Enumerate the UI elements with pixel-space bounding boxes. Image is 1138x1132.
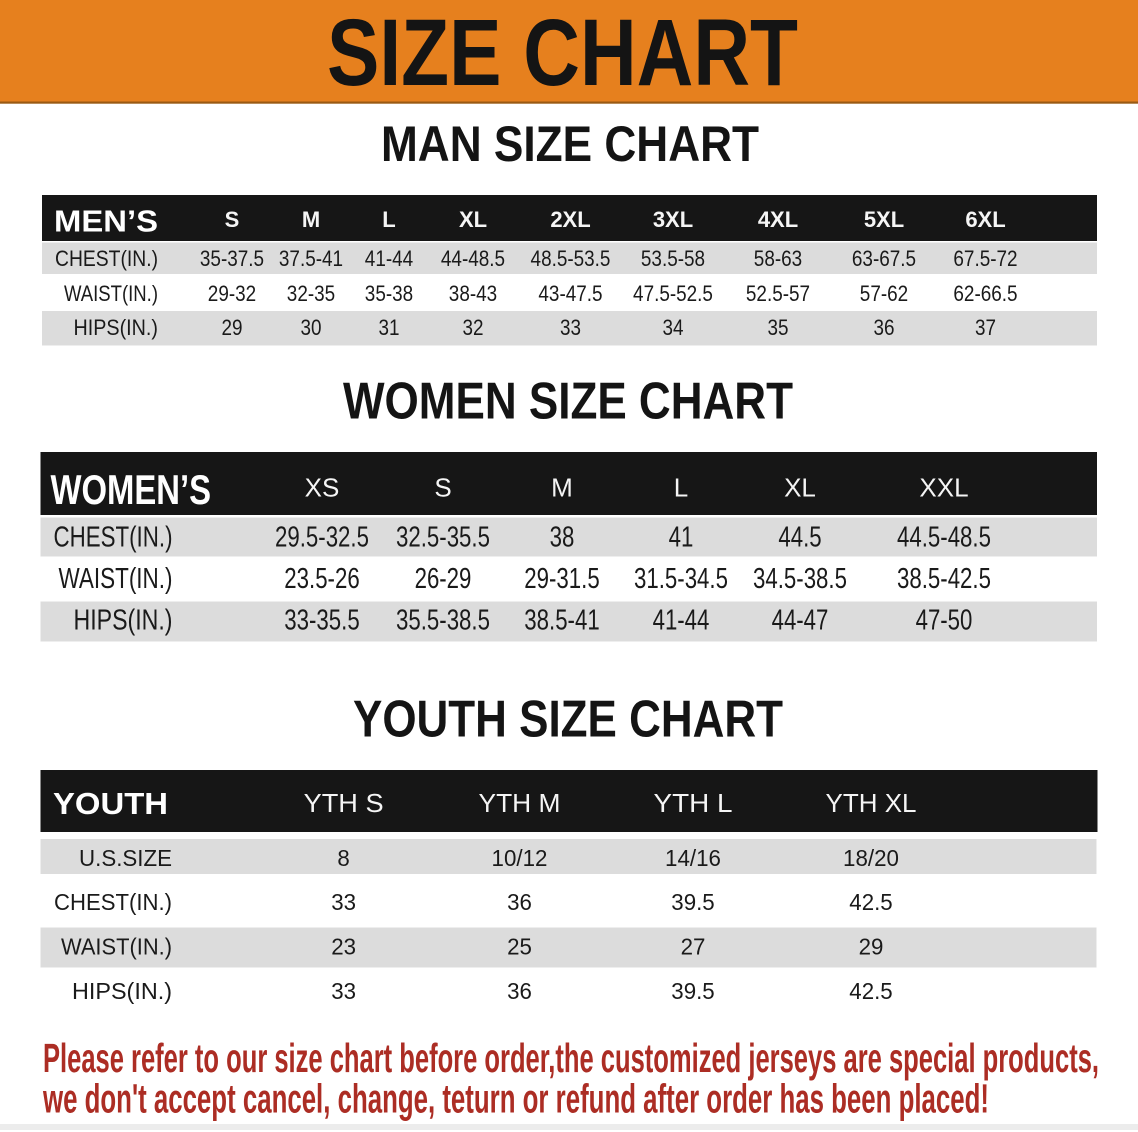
- svg-text:33-35.5: 33-35.5: [284, 605, 359, 637]
- svg-text:WAIST(IN.): WAIST(IN.): [61, 934, 172, 960]
- svg-text:YTH S: YTH S: [304, 788, 384, 818]
- svg-text:SIZE CHART: SIZE CHART: [327, 0, 798, 106]
- svg-text:S: S: [434, 473, 451, 503]
- svg-text:62-66.5: 62-66.5: [953, 281, 1017, 306]
- svg-text:39.5: 39.5: [671, 978, 714, 1004]
- svg-text:39.5: 39.5: [671, 889, 714, 915]
- svg-text:29-31.5: 29-31.5: [524, 563, 599, 595]
- svg-text:3XL: 3XL: [653, 207, 693, 232]
- svg-text:44.5: 44.5: [778, 522, 821, 554]
- svg-text:35-37.5: 35-37.5: [200, 246, 264, 271]
- svg-text:MEN’S: MEN’S: [54, 204, 158, 239]
- svg-text:XS: XS: [305, 473, 340, 503]
- svg-text:29: 29: [859, 934, 884, 960]
- svg-text:32: 32: [463, 315, 484, 340]
- svg-text:L: L: [382, 207, 395, 232]
- svg-text:U.S.SIZE: U.S.SIZE: [79, 845, 172, 871]
- svg-text:53.5-58: 53.5-58: [641, 246, 705, 271]
- svg-text:HIPS(IN.): HIPS(IN.): [74, 605, 173, 637]
- svg-text:CHEST(IN.): CHEST(IN.): [55, 246, 158, 271]
- svg-text:35.5-38.5: 35.5-38.5: [396, 605, 490, 637]
- svg-text:10/12: 10/12: [492, 845, 548, 871]
- svg-text:44-48.5: 44-48.5: [441, 246, 505, 271]
- svg-text:63-67.5: 63-67.5: [852, 246, 916, 271]
- svg-text:WAIST(IN.): WAIST(IN.): [64, 281, 158, 306]
- svg-text:42.5: 42.5: [849, 889, 892, 915]
- svg-text:33: 33: [331, 889, 356, 915]
- svg-text:14/16: 14/16: [665, 845, 721, 871]
- svg-text:4XL: 4XL: [758, 207, 798, 232]
- svg-text:2XL: 2XL: [550, 207, 590, 232]
- svg-text:CHEST(IN.): CHEST(IN.): [54, 522, 173, 554]
- svg-text:32-35: 32-35: [287, 281, 335, 306]
- svg-text:38-43: 38-43: [449, 281, 497, 306]
- svg-text:35-38: 35-38: [365, 281, 413, 306]
- svg-text:41-44: 41-44: [365, 246, 413, 271]
- svg-text:YTH L: YTH L: [654, 788, 733, 818]
- svg-text:26-29: 26-29: [415, 563, 472, 595]
- svg-text:XL: XL: [784, 473, 816, 503]
- svg-text:5XL: 5XL: [864, 207, 904, 232]
- svg-text:48.5-53.5: 48.5-53.5: [531, 246, 611, 271]
- svg-text:37: 37: [975, 315, 996, 340]
- svg-text:S: S: [225, 207, 240, 232]
- svg-text:31: 31: [379, 315, 400, 340]
- svg-text:29-32: 29-32: [208, 281, 256, 306]
- svg-text:YOUTH SIZE CHART: YOUTH SIZE CHART: [353, 690, 783, 748]
- svg-text:29.5-32.5: 29.5-32.5: [275, 522, 369, 554]
- svg-text:XXL: XXL: [919, 473, 968, 503]
- svg-text:8: 8: [337, 845, 349, 871]
- svg-text:44-47: 44-47: [772, 605, 829, 637]
- svg-text:37.5-41: 37.5-41: [279, 246, 343, 271]
- svg-text:YOUTH: YOUTH: [53, 786, 168, 821]
- svg-text:6XL: 6XL: [965, 207, 1005, 232]
- svg-text:29: 29: [222, 315, 243, 340]
- svg-text:36: 36: [874, 315, 895, 340]
- svg-text:44.5-48.5: 44.5-48.5: [897, 522, 991, 554]
- svg-text:HIPS(IN.): HIPS(IN.): [72, 978, 172, 1004]
- svg-text:34.5-38.5: 34.5-38.5: [753, 563, 847, 595]
- svg-text:36: 36: [507, 889, 532, 915]
- svg-text:36: 36: [507, 978, 532, 1004]
- svg-text:27: 27: [681, 934, 706, 960]
- svg-text:Please refer to our size chart: Please refer to our size chart before or…: [43, 1035, 1099, 1081]
- svg-text:CHEST(IN.): CHEST(IN.): [54, 889, 172, 915]
- svg-text:HIPS(IN.): HIPS(IN.): [74, 315, 159, 340]
- svg-text:WOMEN’S: WOMEN’S: [51, 466, 212, 513]
- svg-text:we don't accept cancel, change: we don't accept cancel, change, teturn o…: [42, 1076, 989, 1122]
- svg-text:58-63: 58-63: [754, 246, 802, 271]
- svg-text:41: 41: [669, 522, 694, 554]
- svg-text:38.5-41: 38.5-41: [524, 605, 599, 637]
- svg-text:33: 33: [560, 315, 581, 340]
- svg-text:34: 34: [663, 315, 684, 340]
- svg-text:23: 23: [331, 934, 356, 960]
- svg-text:47.5-52.5: 47.5-52.5: [633, 281, 713, 306]
- svg-text:YTH M: YTH M: [479, 788, 561, 818]
- svg-text:67.5-72: 67.5-72: [953, 246, 1017, 271]
- svg-text:WAIST(IN.): WAIST(IN.): [59, 563, 173, 595]
- svg-text:38.5-42.5: 38.5-42.5: [897, 563, 991, 595]
- svg-text:38: 38: [550, 522, 575, 554]
- svg-text:WOMEN SIZE CHART: WOMEN SIZE CHART: [343, 372, 793, 430]
- svg-text:XL: XL: [459, 207, 487, 232]
- svg-text:L: L: [674, 473, 688, 503]
- svg-text:31.5-34.5: 31.5-34.5: [634, 563, 728, 595]
- svg-text:23.5-26: 23.5-26: [284, 563, 359, 595]
- svg-text:18/20: 18/20: [843, 845, 899, 871]
- svg-text:MAN SIZE CHART: MAN SIZE CHART: [381, 116, 759, 172]
- svg-text:30: 30: [301, 315, 322, 340]
- svg-text:47-50: 47-50: [916, 605, 973, 637]
- svg-text:32.5-35.5: 32.5-35.5: [396, 522, 490, 554]
- svg-text:35: 35: [768, 315, 789, 340]
- svg-text:M: M: [551, 473, 573, 503]
- svg-text:M: M: [302, 207, 320, 232]
- svg-text:43-47.5: 43-47.5: [538, 281, 602, 306]
- svg-text:33: 33: [331, 978, 356, 1004]
- svg-text:57-62: 57-62: [860, 281, 908, 306]
- svg-text:41-44: 41-44: [653, 605, 710, 637]
- svg-text:YTH XL: YTH XL: [826, 788, 917, 818]
- svg-text:25: 25: [507, 934, 532, 960]
- svg-text:52.5-57: 52.5-57: [746, 281, 810, 306]
- svg-text:42.5: 42.5: [849, 978, 892, 1004]
